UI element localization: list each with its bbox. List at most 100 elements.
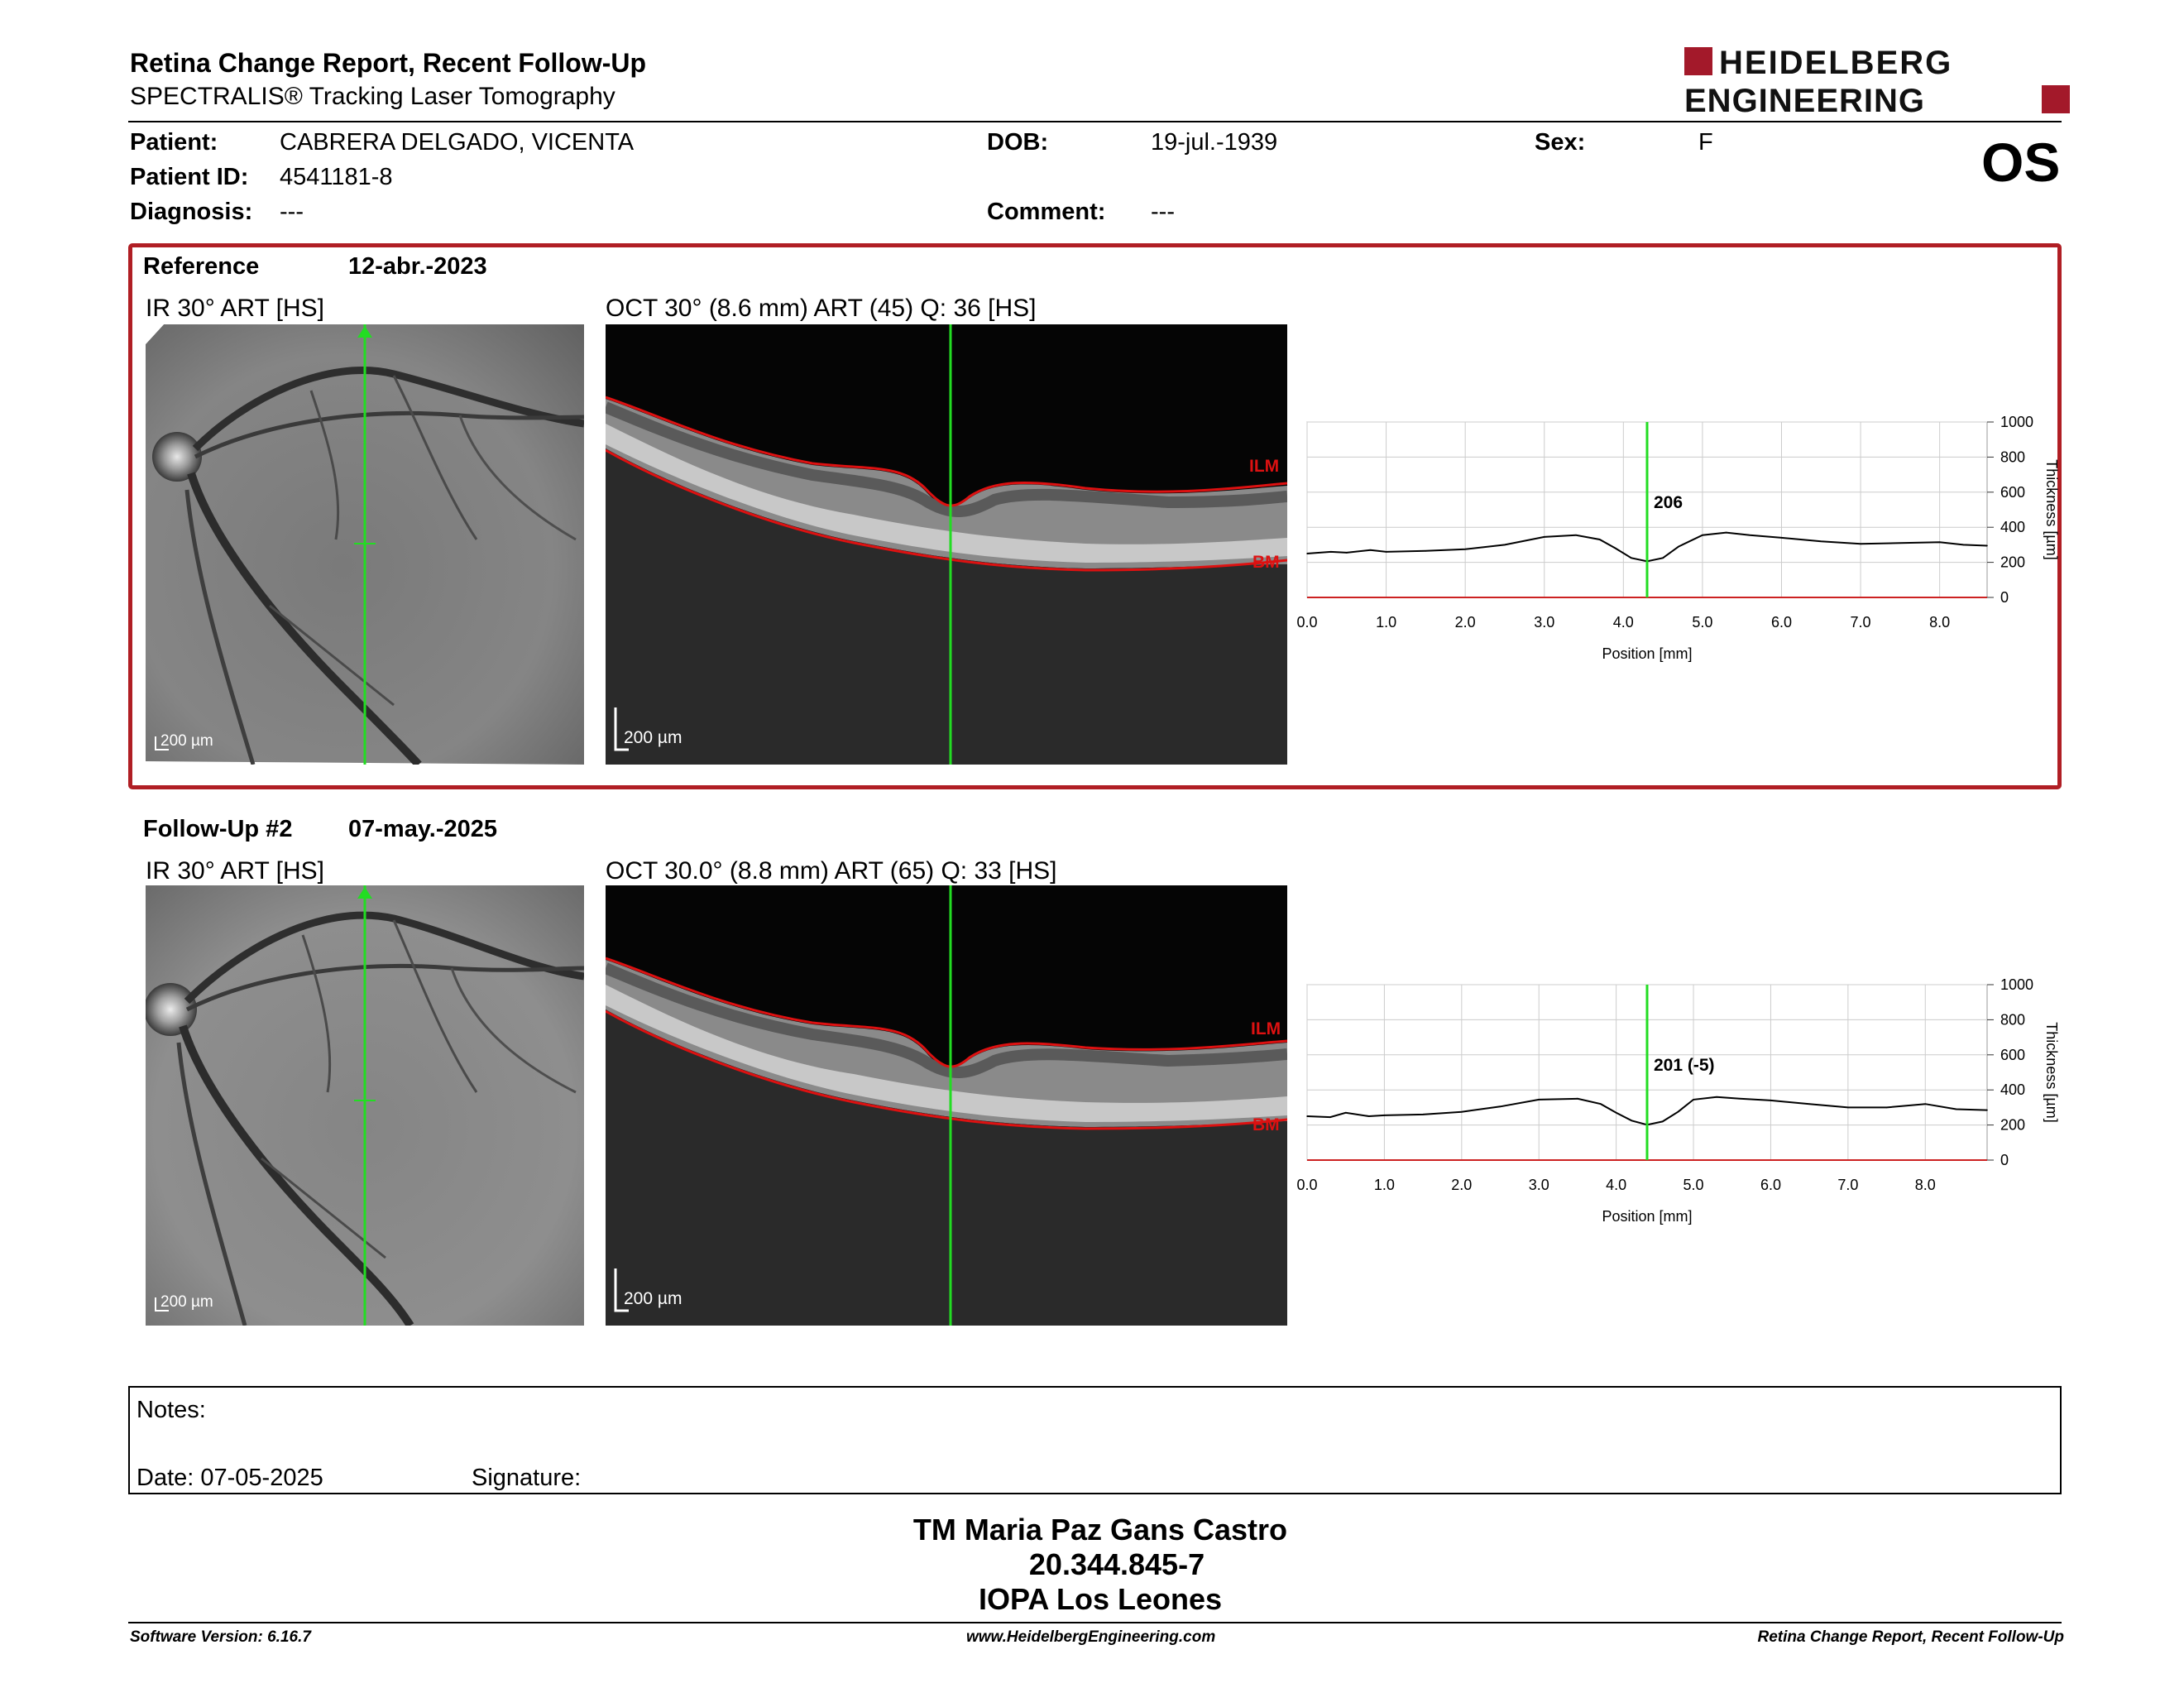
reference-ir-caption: IR 30° ART [HS]: [146, 295, 324, 322]
thickness-point: [1422, 1114, 1424, 1115]
thickness-point: [1425, 550, 1427, 552]
x-tick-label: 5.0: [1684, 1177, 1704, 1193]
notes-box: [128, 1386, 2062, 1494]
thickness-point: [1955, 1108, 1957, 1110]
thickness-point: [1702, 534, 1703, 536]
y-tick-label: 800: [2000, 448, 2025, 465]
thickness-point: [1678, 545, 1680, 548]
thickness-point: [1808, 1103, 1810, 1105]
dob-label: DOB:: [987, 129, 1049, 156]
y-axis-title: Thickness [µm]: [2043, 459, 2060, 559]
thickness-point: [1499, 1105, 1502, 1108]
diagnosis-label: Diagnosis:: [130, 199, 253, 225]
followup-oct-image: ILM BM 200 µm: [606, 885, 1287, 1326]
signatory-id: 20.344.845-7: [1028, 1547, 1205, 1581]
followup-ilm-label: ILM: [1251, 1019, 1281, 1038]
thickness-point: [1614, 547, 1616, 549]
x-tick-label: 6.0: [1771, 614, 1792, 631]
followup-ir-scale: 200 µm: [160, 1293, 213, 1311]
x-tick-label: 6.0: [1760, 1177, 1781, 1193]
x-axis-title: Position [mm]: [1602, 1208, 1692, 1225]
thickness-point: [1716, 1096, 1717, 1098]
thickness-point: [1543, 536, 1545, 538]
thickness-point: [1464, 548, 1466, 550]
y-tick-label: 1000: [2000, 414, 2033, 430]
followup-oct-caption: OCT 30.0° (8.8 mm) ART (65) Q: 33 [HS]: [606, 857, 1057, 885]
x-tick-label: 1.0: [1374, 1177, 1395, 1193]
header-divider: [128, 121, 2062, 122]
thickness-point: [1770, 1100, 1772, 1101]
thickness-point: [1986, 544, 1988, 547]
y-tick-label: 400: [2000, 519, 2025, 535]
thickness-point: [1938, 541, 1941, 544]
x-tick-label: 8.0: [1929, 614, 1950, 631]
thickness-point: [1661, 1120, 1664, 1123]
patient-id: 4541181-8: [280, 164, 393, 190]
thickness-point: [1739, 1098, 1741, 1100]
dob-value: 19-jul.-1939: [1151, 129, 1278, 156]
followup-ir-caption: IR 30° ART [HS]: [146, 857, 324, 885]
marker-value-label: 206: [1654, 493, 1683, 512]
thickness-point: [1885, 1106, 1888, 1109]
reference-bm-label: BM: [1252, 553, 1280, 572]
report-subtitle: SPECTRALIS® Tracking Laser Tomography: [130, 83, 615, 110]
x-tick-label: 2.0: [1451, 1177, 1472, 1193]
thickness-line: [1306, 531, 1988, 563]
thickness-point: [1986, 1109, 1988, 1111]
thickness-point: [1577, 1098, 1578, 1100]
y-tick-label: 400: [2000, 1081, 2025, 1098]
thickness-point: [1677, 1110, 1679, 1113]
thickness-point: [1749, 534, 1751, 536]
thickness-point: [1385, 551, 1387, 553]
thickness-point: [1631, 557, 1632, 559]
thickness-point: [1899, 542, 1901, 544]
thickness-point: [1575, 534, 1577, 536]
reference-frame: [128, 243, 2062, 789]
thickness-point: [1504, 544, 1506, 546]
sex-label: Sex:: [1535, 129, 1586, 156]
x-tick-label: 4.0: [1613, 614, 1634, 631]
patient-label: Patient:: [130, 129, 218, 156]
followup-thickness-chart: 0.0 1.0 2.0 3.0 4.0 5.0 6.0 7.0 8.0 0 200 400 600 800…: [1291, 968, 2085, 1241]
thickness-point: [1662, 557, 1664, 559]
thickness-point: [1962, 544, 1965, 546]
sex-value: F: [1698, 129, 1713, 156]
thickness-point: [1847, 1106, 1849, 1109]
x-tick-label: 2.0: [1455, 614, 1476, 631]
y-tick-label: 0: [2000, 1152, 2009, 1168]
reference-oct-caption: OCT 30° (8.6 mm) ART (45) Q: 36 [HS]: [606, 295, 1037, 322]
reference-oct-image: ILM BM 200 µm: [606, 324, 1287, 765]
signatory-institution: IOPA Los Leones: [978, 1582, 1223, 1616]
footer-software-version: Software Version: 6.16.7: [130, 1628, 311, 1646]
x-tick-label: 3.0: [1529, 1177, 1549, 1193]
eye-indicator: OS: [1981, 132, 2061, 193]
thickness-point: [1461, 1110, 1463, 1113]
heidelberg-logo: HEIDELBERG ENGINEERING: [1684, 45, 2070, 119]
thickness-point: [1306, 1115, 1308, 1117]
x-tick-label: 1.0: [1376, 614, 1396, 631]
logo-line1: HEIDELBERG: [1719, 46, 1952, 81]
thickness-point: [1383, 1115, 1386, 1116]
thickness-point: [1615, 1111, 1617, 1114]
y-tick-label: 600: [2000, 484, 2025, 501]
report-title: Retina Change Report, Recent Follow-Up: [130, 48, 647, 78]
signatory-name: TM Maria Paz Gans Castro: [912, 1513, 1288, 1547]
reference-date: 12-abr.-2023: [348, 253, 487, 280]
thickness-point: [1693, 1099, 1694, 1101]
marker-value-label: 201 (-5): [1654, 1056, 1715, 1075]
x-tick-label: 0.0: [1296, 1177, 1317, 1193]
thickness-point: [1598, 539, 1601, 540]
thickness-point: [1329, 1116, 1331, 1118]
logo-line2: ENGINEERING: [1684, 83, 1925, 117]
thickness-point: [1369, 549, 1372, 551]
x-tick-label: 3.0: [1534, 614, 1554, 631]
reference-ir-image: 200 µm: [146, 324, 584, 765]
followup-label: Follow-Up #2: [143, 816, 293, 842]
x-tick-label: 7.0: [1837, 1177, 1858, 1193]
thickness-point: [1631, 1120, 1633, 1122]
followup-ir-image: 200 µm: [146, 885, 584, 1326]
x-tick-label: 0.0: [1296, 614, 1317, 631]
thickness-point: [1860, 543, 1861, 545]
thickness-point: [1820, 540, 1822, 542]
thickness-point: [1538, 1099, 1540, 1101]
